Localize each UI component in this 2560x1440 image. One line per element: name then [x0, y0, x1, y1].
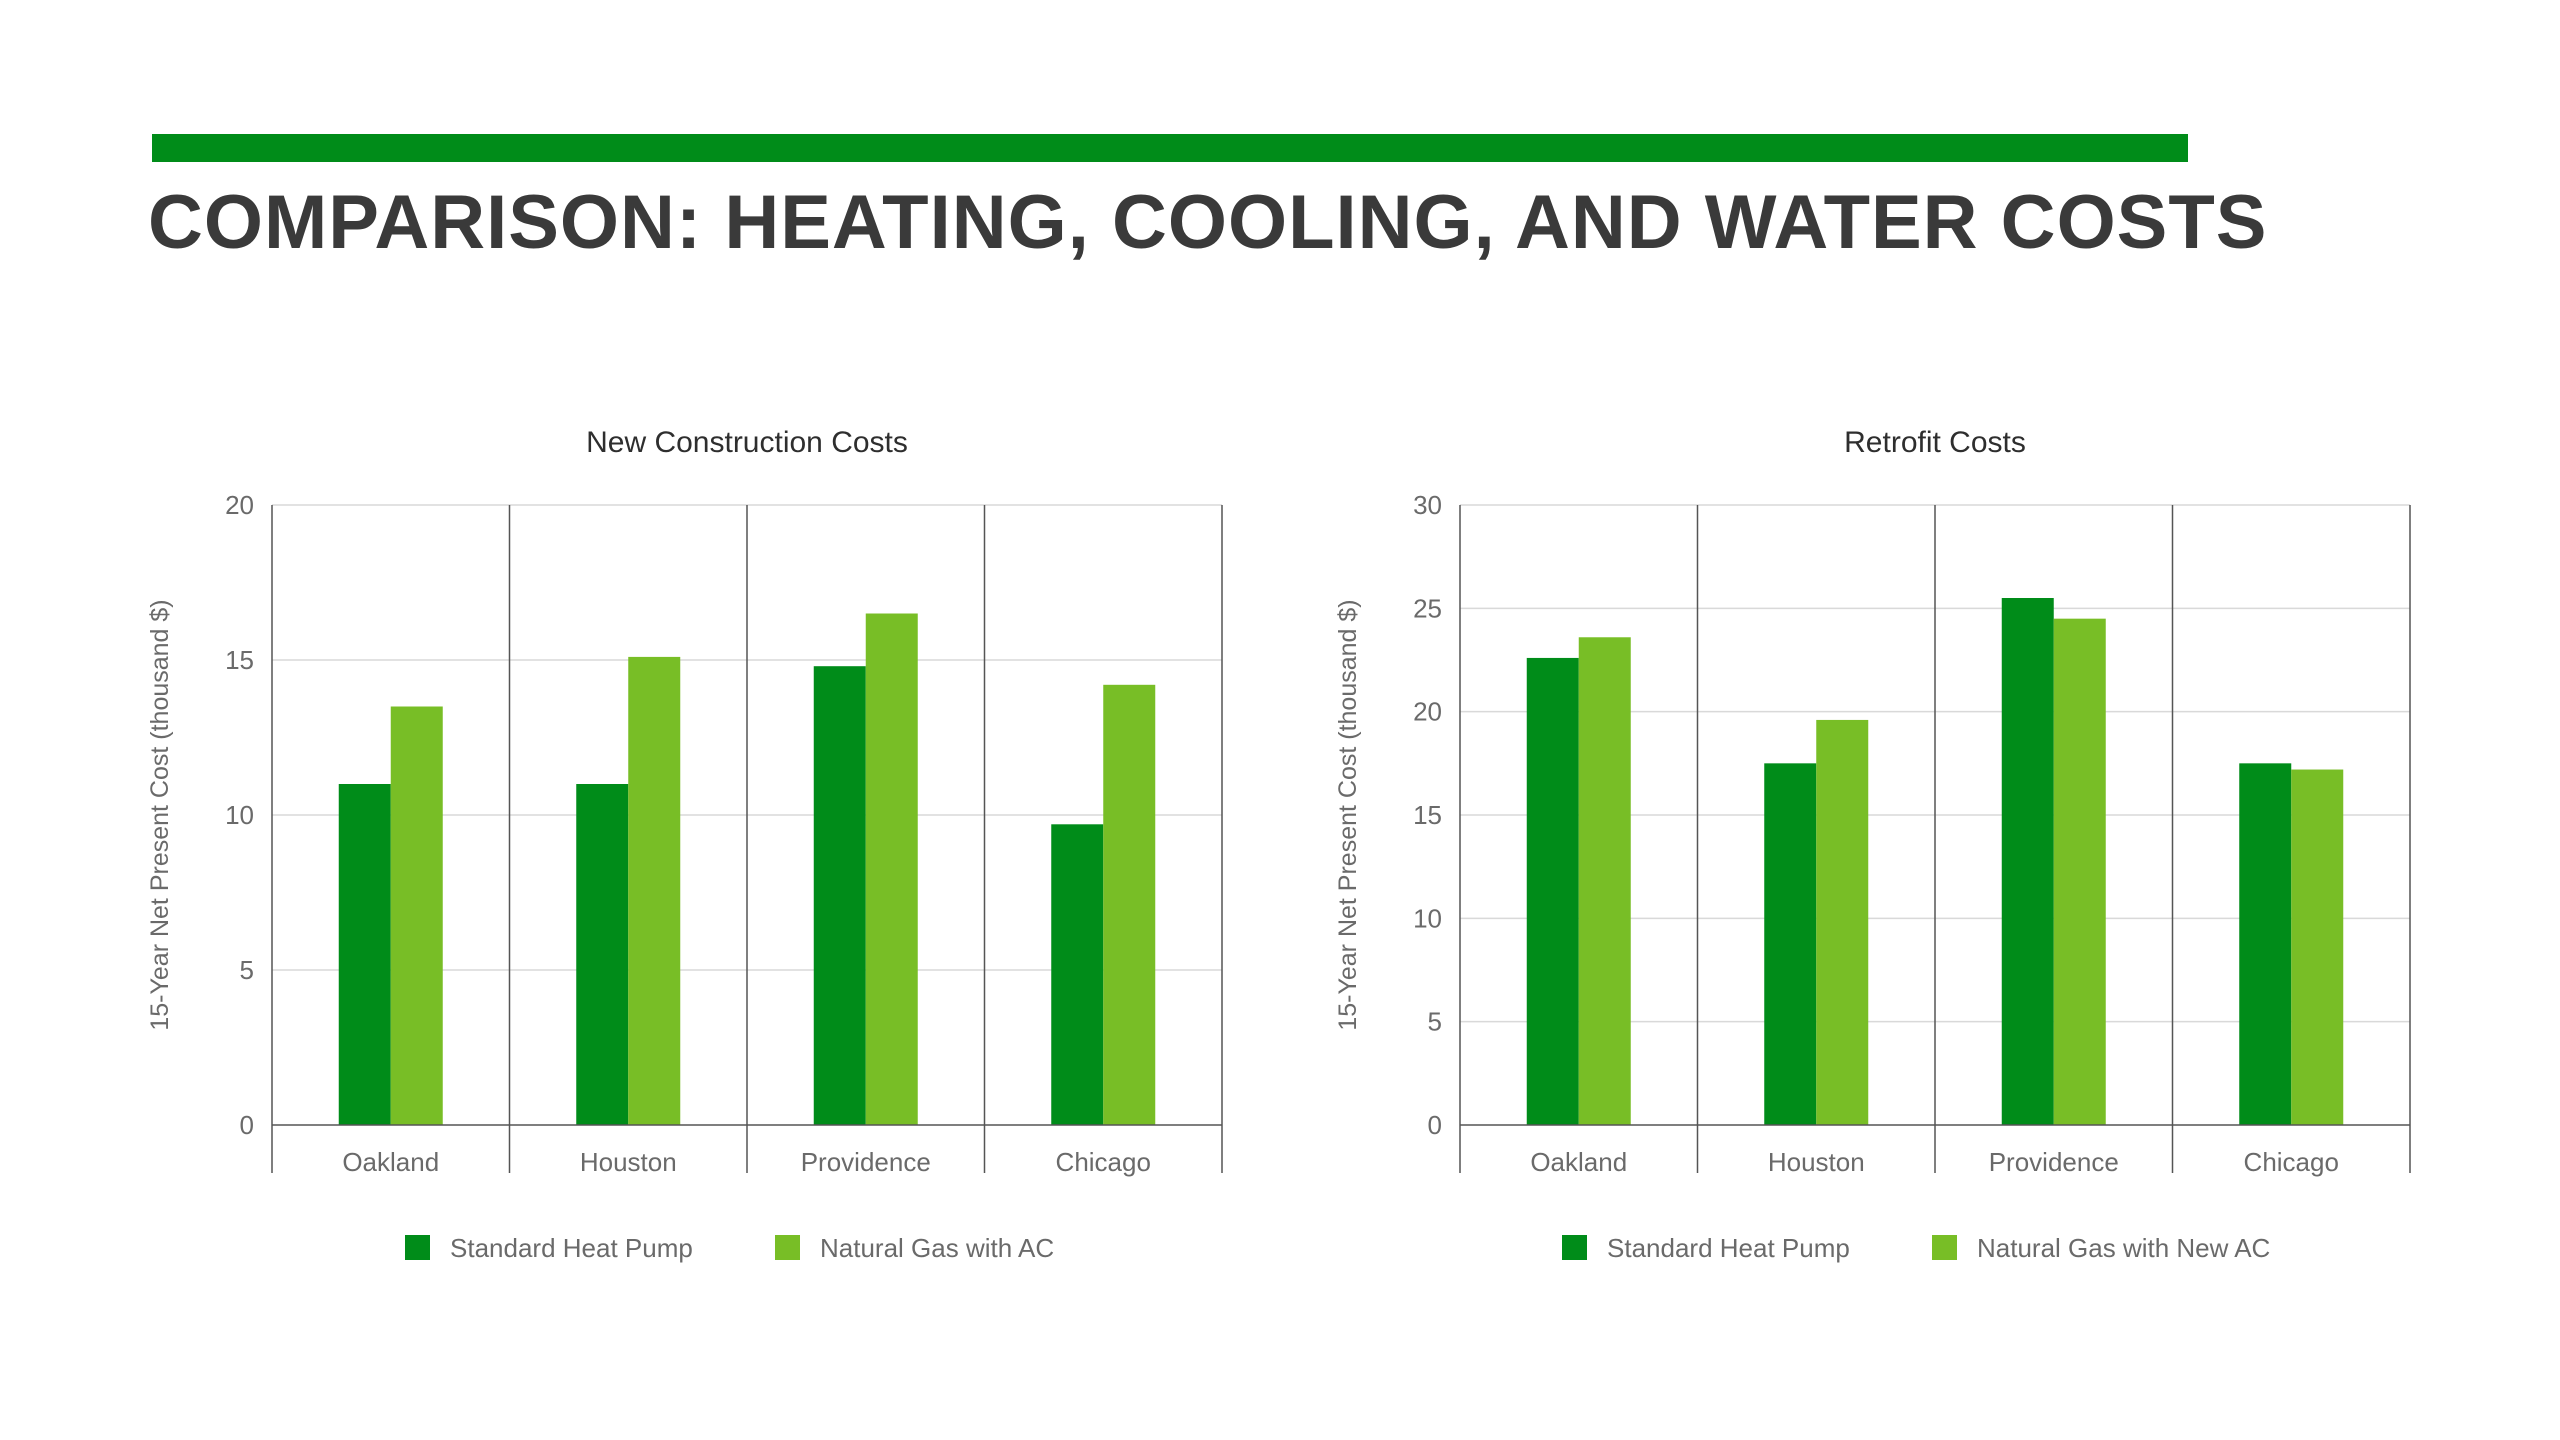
y-axis-label: 15-Year Net Present Cost (thousand $) — [146, 599, 174, 1030]
page-title: COMPARISON: HEATING, COOLING, AND WATER … — [148, 180, 2268, 265]
legend-swatch — [405, 1235, 430, 1260]
bar-series-2-houston — [1816, 719, 1869, 1125]
bar-series-1-oakland — [338, 784, 391, 1125]
y-axis-label: 15-Year Net Present Cost (thousand $) — [1334, 599, 1362, 1030]
bar-series-2-houston — [628, 656, 681, 1125]
bar-series-2-providence — [865, 613, 918, 1125]
category-label: Houston — [1768, 1147, 1865, 1177]
category-label: Providence — [801, 1147, 931, 1177]
y-tick-label: 15 — [225, 645, 254, 675]
y-tick-label: 30 — [1413, 490, 1442, 520]
bar-series-2-oakland — [390, 706, 443, 1125]
legend-swatch — [775, 1235, 800, 1260]
chart-title: New Construction Costs — [586, 426, 908, 459]
category-label: Oakland — [1530, 1147, 1627, 1177]
bar-series-2-chicago — [1103, 684, 1156, 1125]
bar-series-1-chicago — [1051, 824, 1104, 1125]
bar-series-1-oakland — [1526, 657, 1579, 1125]
bar-series-1-providence — [813, 666, 866, 1125]
y-tick-label: 5 — [1428, 1007, 1442, 1037]
legend-swatch — [1932, 1235, 1957, 1260]
legend-label: Natural Gas with AC — [820, 1233, 1054, 1263]
title-accent-bar — [152, 134, 2188, 162]
y-tick-label: 0 — [1428, 1110, 1442, 1140]
chart-retrofit: Retrofit Costs 0 5 10 15 20 25 30 15-Year Net Pr… — [1334, 426, 2411, 1263]
y-tick-label: 10 — [225, 800, 254, 830]
category-label: Oakland — [342, 1147, 439, 1177]
legend-label: Standard Heat Pump — [450, 1233, 693, 1263]
bar-series-1-chicago — [2239, 763, 2292, 1125]
category-label: Chicago — [2244, 1147, 2339, 1177]
bar-series-1-houston — [1764, 763, 1817, 1125]
y-tick-label: 20 — [225, 490, 254, 520]
bar-series-2-providence — [2053, 618, 2106, 1125]
category-label: Houston — [580, 1147, 677, 1177]
legend-label: Natural Gas with New AC — [1977, 1233, 2270, 1263]
legend-swatch — [1562, 1235, 1587, 1260]
chart-new-construction: New Construction Costs 0 5 10 15 20 15-Year Ne… — [146, 426, 1223, 1263]
bar-series-1-houston — [576, 784, 629, 1125]
y-tick-label: 0 — [240, 1110, 254, 1140]
y-tick-label: 15 — [1413, 800, 1442, 830]
category-label: Chicago — [1056, 1147, 1151, 1177]
y-tick-label: 5 — [240, 955, 254, 985]
bar-series-2-chicago — [2291, 769, 2344, 1125]
legend-label: Standard Heat Pump — [1607, 1233, 1850, 1263]
chart-title: Retrofit Costs — [1844, 426, 2026, 459]
bar-series-1-providence — [2001, 598, 2054, 1125]
y-tick-label: 25 — [1413, 593, 1442, 623]
y-tick-label: 10 — [1413, 903, 1442, 933]
bar-series-2-oakland — [1578, 637, 1631, 1125]
category-label: Providence — [1989, 1147, 2119, 1177]
y-tick-label: 20 — [1413, 697, 1442, 727]
